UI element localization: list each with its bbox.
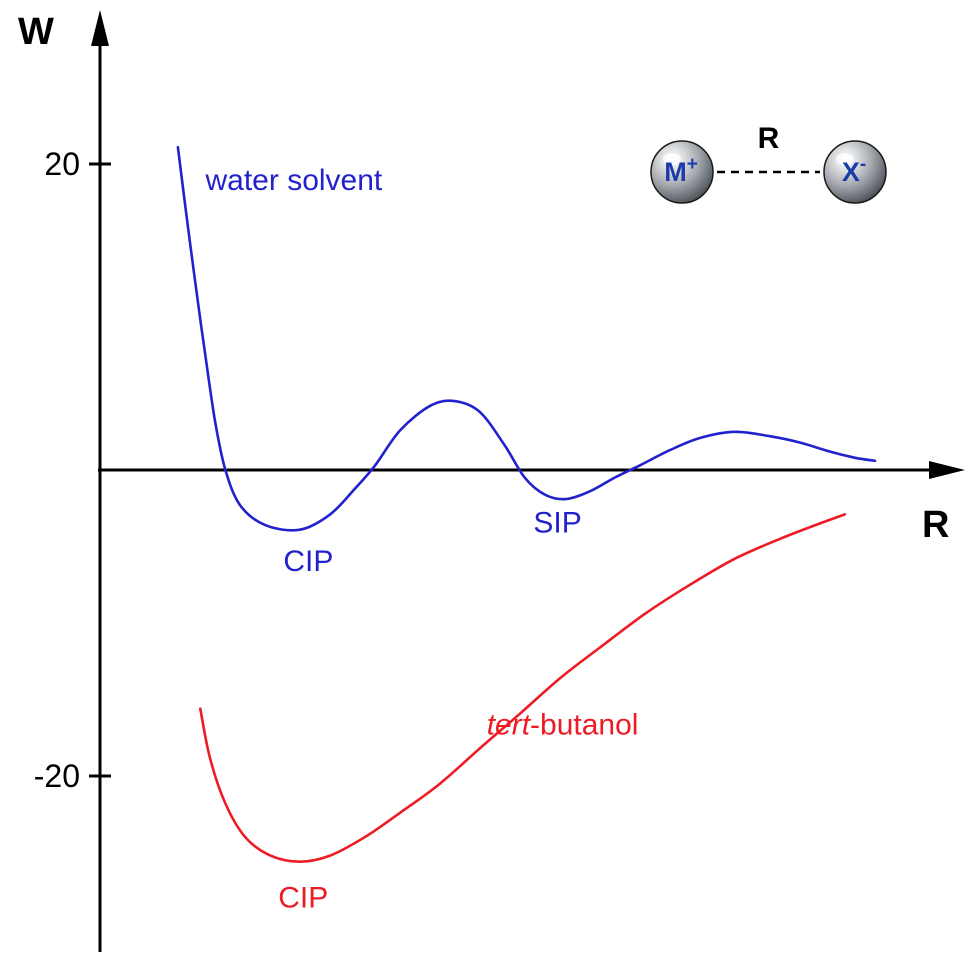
y-axis-arrowhead — [91, 10, 109, 46]
cation-symbol: M — [664, 157, 687, 187]
anion-symbol: X — [842, 157, 860, 187]
sip-water-label: SIP — [533, 507, 581, 540]
x-axis-arrowhead — [929, 461, 965, 479]
cation-charge: + — [687, 154, 698, 175]
cip-butanol-label: CIP — [278, 882, 328, 915]
distance-label: R — [758, 122, 780, 155]
anion-label: X- — [842, 154, 866, 187]
ion-pair-inset: R M+ X- — [650, 122, 887, 204]
annotation-text-part: water solvent — [205, 164, 383, 197]
cip-water-label: CIP — [283, 545, 333, 578]
cation-sphere-highlight — [663, 153, 681, 165]
anion-charge: - — [860, 154, 866, 175]
y-tick-label: 20 — [44, 146, 80, 182]
anion-sphere-highlight — [836, 153, 854, 165]
curves-group — [176, 145, 877, 864]
curve-water-solvent — [176, 145, 877, 532]
annotation-text-part: CIP — [283, 545, 333, 578]
annotation-text-part: tert — [487, 709, 532, 742]
y-tick-label: -20 — [34, 758, 80, 794]
cation-label: M+ — [664, 154, 698, 187]
x-axis-title: R — [922, 504, 949, 546]
annotation-text-part: CIP — [278, 882, 328, 915]
annotation-text-part: SIP — [533, 507, 581, 540]
labels-group: water solvent CIP SIP tert-butanol CIP — [205, 164, 639, 915]
axes-group: 20 -20 W R — [18, 10, 965, 952]
tert-butanol-label: tert-butanol — [487, 709, 639, 742]
water-solvent-label: water solvent — [205, 164, 383, 197]
y-axis-title: W — [18, 11, 54, 53]
curve-tert-butanol — [199, 513, 847, 864]
annotation-text-part: -butanol — [530, 709, 638, 742]
